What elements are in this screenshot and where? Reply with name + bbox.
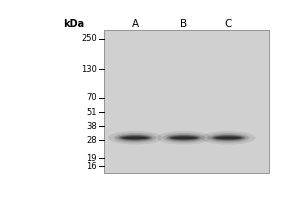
- Ellipse shape: [213, 136, 243, 140]
- Ellipse shape: [120, 136, 150, 140]
- Ellipse shape: [114, 133, 156, 143]
- Ellipse shape: [118, 135, 152, 141]
- Text: C: C: [224, 19, 232, 29]
- Ellipse shape: [163, 133, 205, 143]
- Ellipse shape: [169, 136, 199, 140]
- Text: B: B: [180, 19, 188, 29]
- Ellipse shape: [171, 136, 197, 139]
- Text: 51: 51: [86, 108, 97, 117]
- Text: 250: 250: [81, 34, 97, 43]
- Ellipse shape: [215, 136, 241, 139]
- Ellipse shape: [122, 136, 148, 139]
- Text: 19: 19: [86, 154, 97, 163]
- Text: 28: 28: [86, 136, 97, 145]
- Text: 16: 16: [86, 162, 97, 171]
- FancyBboxPatch shape: [104, 30, 269, 173]
- Ellipse shape: [167, 135, 201, 141]
- Ellipse shape: [201, 131, 255, 145]
- Text: 130: 130: [81, 65, 97, 74]
- Text: A: A: [132, 19, 139, 29]
- Ellipse shape: [211, 135, 245, 141]
- Ellipse shape: [157, 131, 211, 145]
- Ellipse shape: [207, 133, 249, 143]
- Ellipse shape: [108, 131, 162, 145]
- Text: 38: 38: [86, 122, 97, 131]
- Text: 70: 70: [86, 93, 97, 102]
- Text: kDa: kDa: [63, 19, 84, 29]
